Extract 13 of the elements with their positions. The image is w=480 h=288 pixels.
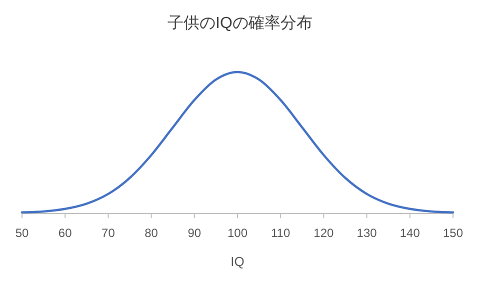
x-tick-label: 50 — [15, 226, 29, 240]
x-tick-label: 80 — [144, 226, 158, 240]
x-tick-label: 70 — [102, 226, 116, 240]
x-tick-label: 150 — [442, 226, 464, 240]
x-tick-label: 100 — [227, 226, 248, 240]
x-tick-label: 120 — [314, 226, 334, 240]
x-tick-label: 130 — [356, 226, 378, 240]
x-axis-title: IQ — [230, 254, 244, 269]
x-tick-label: 140 — [400, 226, 420, 240]
x-tick-label: 60 — [58, 226, 72, 240]
chart-title: 子供のIQの確率分布 — [168, 14, 312, 32]
x-tick-label: 90 — [188, 226, 202, 240]
x-tick-label: 110 — [271, 226, 290, 240]
